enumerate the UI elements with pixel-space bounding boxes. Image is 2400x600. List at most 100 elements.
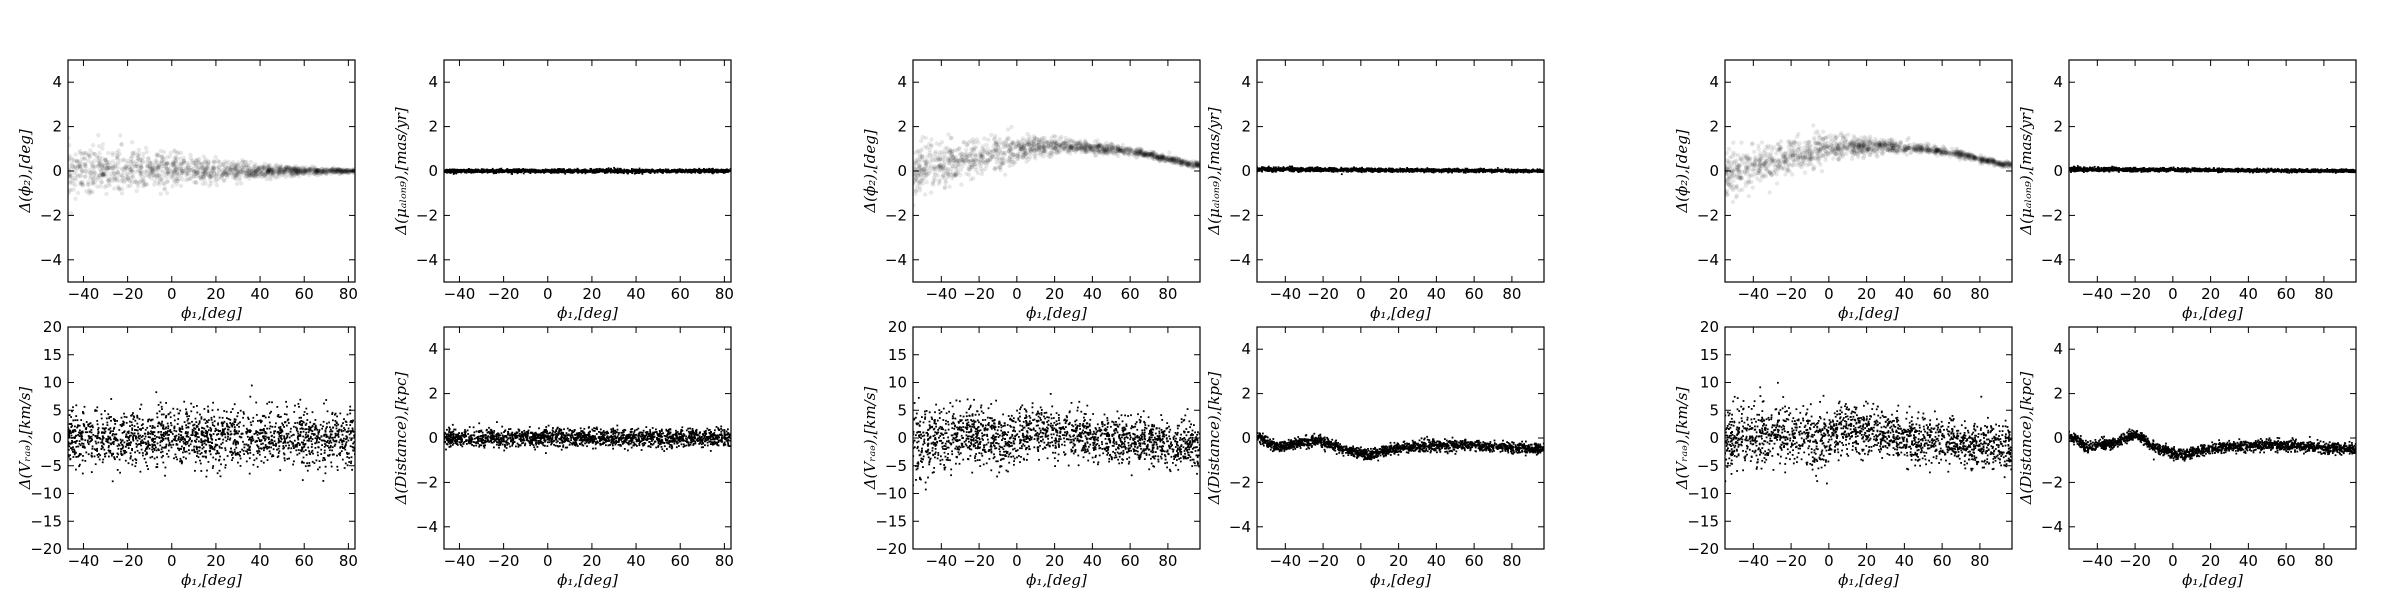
data-point [126, 176, 131, 181]
data-point [117, 186, 122, 192]
data-point [331, 169, 336, 175]
data-point [154, 434, 156, 437]
data-point [266, 402, 269, 405]
data-point [204, 451, 207, 454]
data-point [130, 431, 133, 434]
data-point [194, 163, 199, 169]
data-point [670, 169, 673, 172]
data-point [97, 431, 100, 434]
data-point [328, 168, 334, 173]
data-point [654, 170, 656, 173]
data-point [320, 169, 326, 175]
data-point [306, 419, 309, 421]
data-point [294, 404, 296, 407]
data-point [306, 168, 312, 174]
data-point [191, 169, 197, 175]
data-point [314, 437, 317, 440]
data-point [233, 163, 239, 168]
data-point [713, 171, 716, 174]
data-point [178, 449, 181, 452]
data-point [301, 461, 303, 464]
data-point [236, 160, 241, 165]
data-point [229, 165, 234, 170]
data-point [138, 165, 144, 170]
data-point [110, 165, 116, 170]
data-point [711, 169, 713, 172]
data-point [220, 168, 225, 173]
data-point [157, 179, 163, 184]
data-point [293, 166, 298, 171]
data-point [69, 458, 72, 461]
data-point [203, 159, 208, 164]
data-point [270, 172, 275, 177]
data-point [92, 170, 97, 175]
data-point [224, 168, 229, 173]
data-point [195, 170, 200, 176]
data-point [293, 447, 295, 449]
data-point [698, 172, 701, 174]
data-point [167, 168, 173, 173]
data-point [270, 438, 273, 441]
data-point [307, 167, 312, 173]
data-point [236, 170, 242, 176]
data-point [84, 439, 87, 442]
data-point [173, 164, 179, 170]
data-point [203, 455, 205, 458]
data-point [175, 430, 178, 433]
data-point [222, 431, 225, 433]
data-point [97, 155, 102, 160]
data-point [89, 171, 94, 176]
data-point [79, 429, 81, 432]
data-point [314, 169, 319, 175]
data-point [136, 416, 139, 419]
data-point [344, 169, 349, 174]
data-point [506, 168, 509, 170]
data-point [212, 175, 217, 180]
data-point [146, 156, 151, 161]
data-point [80, 453, 82, 456]
data-point [159, 441, 162, 444]
data-point [457, 169, 460, 171]
data-point [186, 434, 188, 437]
data-point [338, 171, 343, 176]
data-point [324, 168, 330, 173]
data-point [607, 167, 610, 170]
data-point [137, 169, 142, 174]
data-point [155, 165, 161, 170]
data-point [479, 170, 482, 173]
data-point [256, 166, 261, 171]
data-point [151, 172, 156, 178]
data-point [333, 169, 338, 175]
data-point [147, 420, 149, 423]
data-point [224, 464, 227, 466]
data-point [187, 431, 189, 434]
data-point [613, 166, 615, 169]
data-point [208, 174, 214, 179]
data-point [271, 454, 274, 456]
data-point [189, 168, 194, 173]
data-point [599, 170, 602, 172]
data-point [133, 178, 138, 183]
data-point [707, 170, 709, 172]
data-point [340, 169, 345, 174]
data-point [239, 168, 245, 174]
data-point [248, 457, 251, 460]
data-point [80, 419, 83, 421]
data-point [213, 446, 216, 449]
data-point [155, 391, 158, 394]
data-point [261, 431, 264, 434]
data-point [222, 422, 225, 425]
data-point [71, 164, 76, 169]
data-point [102, 173, 107, 178]
data-point [718, 169, 721, 172]
data-point [74, 451, 77, 454]
data-point [286, 168, 291, 174]
data-point [285, 432, 288, 435]
data-point [708, 167, 710, 170]
data-point [258, 438, 261, 441]
data-point [147, 164, 153, 169]
data-point [301, 479, 304, 481]
data-point [330, 167, 335, 172]
data-point [220, 447, 223, 449]
data-point [95, 184, 100, 189]
